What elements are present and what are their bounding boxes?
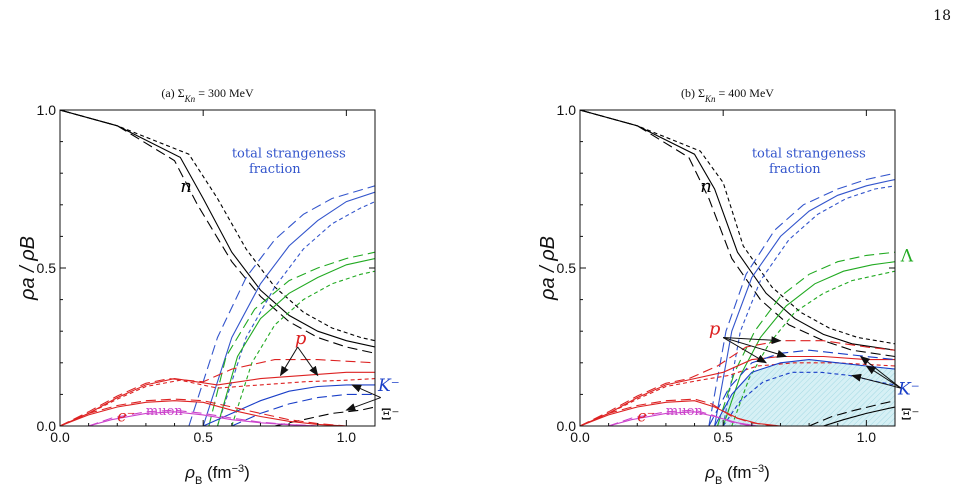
x-axis-label: ρB (fm−3) [704,463,770,487]
x-tick-label: 0.0 [570,429,590,445]
kaon-region-fill [714,359,895,426]
series-line-p_long [60,359,375,426]
y-axis-label: ρa / ρB [17,236,39,301]
label-total-strangeness: total strangeness [752,146,866,161]
annotation-arrow [351,384,381,399]
page-number: 18 [933,8,951,24]
series-line-p_short [60,378,375,426]
annotation-arrow [723,337,788,358]
annotation-arrow [723,336,782,345]
y-tick-label: 0.5 [557,260,577,276]
series-line-k_solid [714,359,895,426]
label-n: n [700,176,712,197]
annotation-arrow [865,365,901,389]
label-muon: muon [666,404,704,419]
label-electron: e⁻ [637,406,655,425]
label-kaon: K⁻ [377,376,400,396]
annotation-arrow [859,355,902,389]
series-line-m_solid [608,411,758,426]
series-line-s_solid [714,178,895,426]
series-line-p_long [580,340,895,426]
label-p: p [295,328,307,349]
series-line-n_short [60,110,375,342]
panel-title: (b) ΣKn = 400 MeV [681,86,774,104]
series-line-l_short [231,270,375,426]
annotation-arrow [722,337,767,364]
series-line-s_solid [202,191,375,426]
panel-b: 0.0 0.5 1.0 0.0 0.5 1.0 (b) ΣKn = 400 MeV ρa / … [537,86,920,487]
y-tick-label: 0.0 [37,418,57,434]
annotation-arrow [345,397,381,411]
label-n: n [180,176,192,197]
series-line-e_solid [60,400,347,426]
series-line-k_short [722,371,895,426]
series-line-n_short [580,110,895,345]
x-axis-label: ρB (fm−3) [184,463,250,487]
series-line-l_long [208,251,375,426]
series-line-l_short [731,270,895,426]
series-line-n_solid [60,110,375,348]
y-axis-label: ρa / ρB [537,236,559,301]
series-line-xi_solid [823,406,895,426]
series-line-n_long [60,110,375,354]
label-fraction: fraction [769,162,821,177]
label-fraction: fraction [249,162,301,177]
series-line-m_long [88,409,318,426]
y-tick-label: 0.0 [557,418,577,434]
series-line-n_solid [580,110,895,351]
label-total-strangeness: total strangeness [232,146,346,161]
y-tick-label: 0.5 [37,260,57,276]
series-line-s_long [708,172,895,426]
series-line-p_short [580,362,895,426]
series-line-k_long [231,393,375,426]
label-electron: e⁻ [117,406,135,425]
series-line-m_solid [88,411,318,426]
series-line-e_solid [580,400,781,426]
series-line-l_solid [722,261,895,426]
y-tick-label: 1.0 [557,102,577,118]
label-p: p [709,318,721,339]
series-line-l_solid [216,257,375,426]
annotation-arrow [297,346,319,377]
series-line-k_solid [202,384,375,426]
series-line-s_long [188,185,375,426]
plot-area [60,110,375,426]
x-tick-label: 1.0 [337,429,357,445]
series-line-s_short [722,185,895,426]
x-tick-label: 1.0 [857,429,877,445]
x-tick-label: 0.0 [50,429,70,445]
x-tick-label: 0.5 [193,429,213,445]
series-line-s_short [216,201,375,426]
panel-a: 0.0 0.5 1.0 0.0 0.5 1.0 (a) ΣKn = 300 MeV ρa / … [17,86,400,487]
y-tick-label: 1.0 [37,102,57,118]
annotation-arrow [279,346,299,377]
plot-area [580,110,895,426]
series-line-p_solid [580,355,895,426]
label-muon: muon [146,404,184,419]
label-lambda: Λ [900,247,914,267]
x-tick-label: 0.5 [713,429,733,445]
label-xi: Ξ⁻ [901,406,919,424]
series-line-xi_long [808,400,895,426]
label-kaon: K⁻ [897,379,920,399]
series-line-e_long [60,398,347,426]
series-line-xi_long [274,406,375,426]
label-xi: Ξ⁻ [381,406,399,424]
series-line-m_long [608,409,752,426]
annotation-arrow [851,373,901,389]
series-line-p_solid [60,371,375,426]
panel-title: (a) ΣKn = 300 MeV [161,86,254,104]
series-line-e_long [580,398,775,426]
